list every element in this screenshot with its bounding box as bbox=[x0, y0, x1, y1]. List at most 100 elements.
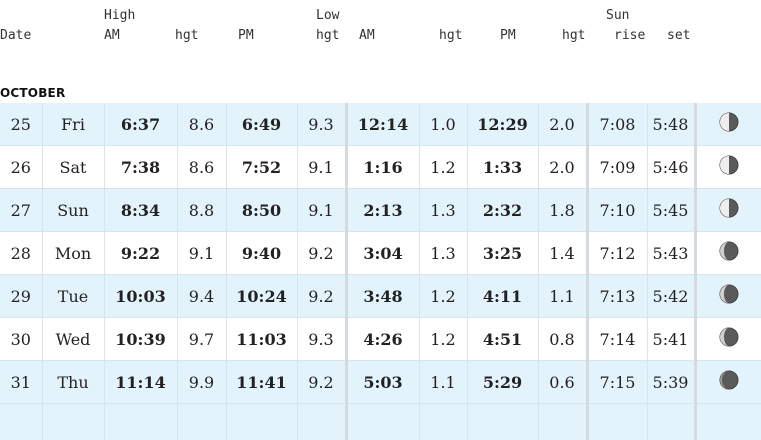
waning-half-moon-icon bbox=[719, 198, 739, 222]
date-cell: 28 bbox=[0, 231, 42, 275]
table-row: 31 Thu 11:14 9.9 11:41 9.2 5:03 1.1 5:29 0.6 7:15 5… bbox=[0, 360, 761, 404]
header-high-pm-hgt: hgt bbox=[316, 28, 340, 43]
header-low-am-hgt: hgt bbox=[439, 28, 463, 43]
low-am-time: 3:48 bbox=[344, 274, 419, 318]
moon-phase-cell bbox=[693, 360, 761, 404]
high-pm-height: 9.1 bbox=[296, 188, 346, 232]
low-pm-height: 1.1 bbox=[537, 274, 587, 318]
header-high-am: AM bbox=[104, 28, 120, 43]
waning-crescent-moon-icon bbox=[719, 327, 739, 351]
high-pm-time: 11:41 bbox=[225, 360, 297, 404]
header-low-am: AM bbox=[359, 28, 375, 43]
day-cell: Wed bbox=[41, 317, 104, 361]
sunrise-time: 7:14 bbox=[585, 317, 647, 361]
sunset-time: 5:43 bbox=[646, 231, 695, 275]
sunrise-time: 7:08 bbox=[585, 103, 647, 146]
low-pm-height: 1.8 bbox=[537, 188, 587, 232]
low-am-time: 12:14 bbox=[344, 103, 419, 146]
high-pm-height: 9.2 bbox=[296, 360, 346, 404]
high-pm-height: 9.3 bbox=[296, 317, 346, 361]
date-cell: 25 bbox=[0, 103, 42, 146]
low-pm-height: 0.8 bbox=[537, 317, 587, 361]
tide-table: 25 Fri 6:37 8.6 6:49 9.3 12:14 1.0 12:29 2.0 7:08 5… bbox=[0, 103, 761, 440]
header-date: Date bbox=[0, 28, 32, 43]
low-am-height: 1.2 bbox=[418, 274, 467, 318]
moon-phase-cell bbox=[693, 188, 761, 232]
low-am-height: 1.3 bbox=[418, 231, 467, 275]
sunset-time: 5:46 bbox=[646, 145, 695, 189]
empty-cell bbox=[103, 403, 177, 440]
empty-cell bbox=[225, 403, 297, 440]
high-pm-time: 10:24 bbox=[225, 274, 297, 318]
empty-cell bbox=[537, 403, 587, 440]
low-pm-time: 5:29 bbox=[466, 360, 538, 404]
header-high-pm: PM bbox=[238, 28, 254, 43]
date-cell: 29 bbox=[0, 274, 42, 318]
empty-cell bbox=[41, 403, 104, 440]
header-sun: Sun bbox=[606, 8, 630, 23]
low-am-height: 1.1 bbox=[418, 360, 467, 404]
high-am-height: 9.4 bbox=[176, 274, 226, 318]
empty-cell bbox=[466, 403, 538, 440]
high-am-time: 8:34 bbox=[103, 188, 177, 232]
low-pm-time: 12:29 bbox=[466, 103, 538, 146]
moon-phase-cell bbox=[693, 231, 761, 275]
high-pm-time: 9:40 bbox=[225, 231, 297, 275]
low-am-time: 2:13 bbox=[344, 188, 419, 232]
date-cell: 26 bbox=[0, 145, 42, 189]
date-cell: 30 bbox=[0, 317, 42, 361]
sunrise-time: 7:09 bbox=[585, 145, 647, 189]
low-pm-height: 2.0 bbox=[537, 103, 587, 146]
high-am-time: 7:38 bbox=[103, 145, 177, 189]
waning-half-moon-icon bbox=[719, 112, 739, 136]
waning-crescent-moon-icon bbox=[719, 241, 739, 265]
empty-cell bbox=[418, 403, 467, 440]
day-cell: Mon bbox=[41, 231, 104, 275]
high-pm-height: 9.1 bbox=[296, 145, 346, 189]
sunrise-time: 7:12 bbox=[585, 231, 647, 275]
waning-crescent-moon-icon bbox=[719, 284, 739, 308]
low-pm-time: 4:51 bbox=[466, 317, 538, 361]
low-pm-height: 0.6 bbox=[537, 360, 587, 404]
table-row: 30 Wed 10:39 9.7 11:03 9.3 4:26 1.2 4:51 0.8 7:14 5… bbox=[0, 317, 761, 361]
high-pm-height: 9.3 bbox=[296, 103, 346, 146]
empty-cell bbox=[0, 403, 42, 440]
empty-cell bbox=[646, 403, 695, 440]
sunset-time: 5:48 bbox=[646, 103, 695, 146]
header-low: Low bbox=[316, 8, 340, 23]
empty-cell bbox=[585, 403, 647, 440]
low-pm-time: 1:33 bbox=[466, 145, 538, 189]
table-row: 26 Sat 7:38 8.6 7:52 9.1 1:16 1.2 1:33 2.0 7:09 5:4… bbox=[0, 145, 761, 189]
empty-cell bbox=[693, 403, 761, 440]
month-label: OCTOBER bbox=[0, 86, 66, 100]
high-am-time: 10:03 bbox=[103, 274, 177, 318]
header-sun-set: set bbox=[667, 28, 691, 43]
empty-cell bbox=[176, 403, 226, 440]
sunset-time: 5:42 bbox=[646, 274, 695, 318]
moon-phase-cell bbox=[693, 274, 761, 318]
day-cell: Thu bbox=[41, 360, 104, 404]
sunrise-time: 7:13 bbox=[585, 274, 647, 318]
table-row: 25 Fri 6:37 8.6 6:49 9.3 12:14 1.0 12:29 2.0 7:08 5… bbox=[0, 103, 761, 146]
high-am-height: 8.8 bbox=[176, 188, 226, 232]
waning-half-moon-icon bbox=[719, 155, 739, 179]
empty-cell bbox=[296, 403, 346, 440]
high-am-height: 9.9 bbox=[176, 360, 226, 404]
high-pm-time: 7:52 bbox=[225, 145, 297, 189]
high-pm-height: 9.2 bbox=[296, 274, 346, 318]
sunset-time: 5:39 bbox=[646, 360, 695, 404]
high-pm-time: 8:50 bbox=[225, 188, 297, 232]
sunrise-time: 7:10 bbox=[585, 188, 647, 232]
moon-phase-cell bbox=[693, 317, 761, 361]
low-pm-time: 4:11 bbox=[466, 274, 538, 318]
sunset-time: 5:41 bbox=[646, 317, 695, 361]
low-pm-time: 3:25 bbox=[466, 231, 538, 275]
header-low-pm-hgt: hgt bbox=[562, 28, 586, 43]
high-am-height: 9.7 bbox=[176, 317, 226, 361]
high-am-height: 8.6 bbox=[176, 103, 226, 146]
header-high-am-hgt: hgt bbox=[175, 28, 199, 43]
moon-phase-cell bbox=[693, 103, 761, 146]
table-row: 27 Sun 8:34 8.8 8:50 9.1 2:13 1.3 2:32 1.8 7:10 5:4… bbox=[0, 188, 761, 232]
header-sun-rise: rise bbox=[614, 28, 646, 43]
low-am-height: 1.2 bbox=[418, 145, 467, 189]
